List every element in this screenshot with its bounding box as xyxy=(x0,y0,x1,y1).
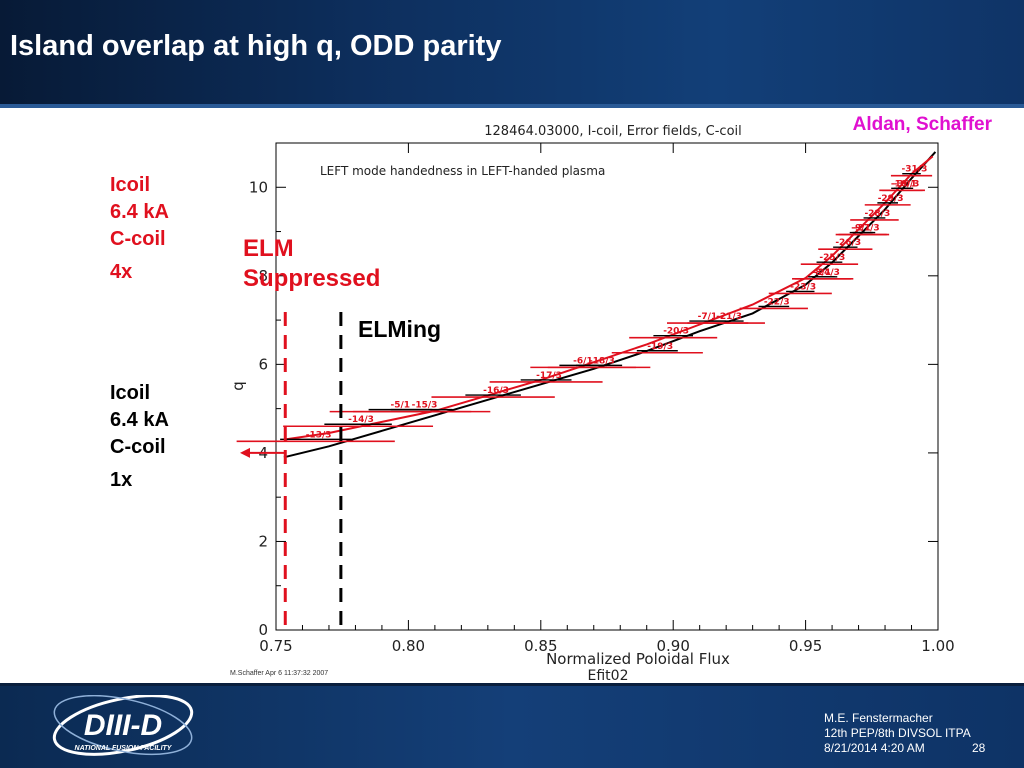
footer-info: M.E. Fenstermacher 12th PEP/8th DIVSOL I… xyxy=(824,711,971,756)
elm-suppressed-label: ELM Suppressed xyxy=(243,234,380,294)
page-number: 28 xyxy=(972,741,986,755)
coil-4x-line-4: 4x xyxy=(110,261,133,283)
y-axis-label: q xyxy=(229,381,247,391)
island-label-19: -27/3 xyxy=(854,224,880,234)
x-tick-label-5: 1.00 xyxy=(921,637,954,655)
y-tick-label-5: 10 xyxy=(249,178,268,196)
island-label-13: -23/3 xyxy=(790,282,816,292)
title-bar-edge xyxy=(0,104,1024,108)
x-axis-label: Normalized Poloidal Flux xyxy=(546,650,730,668)
logo-sub-text: NATIONAL FUSION FACILITY xyxy=(75,745,173,752)
island-label-23: -30/3 xyxy=(894,179,920,189)
markers-layer xyxy=(240,312,343,630)
island-label-11: -21/3 xyxy=(716,312,742,322)
slide-title: Island overlap at high q, ODD parity xyxy=(10,30,502,62)
coil-1x-label: Icoil 6.4 kA C-coil 1x xyxy=(110,380,169,494)
island-label-2: -5/1 xyxy=(390,401,410,411)
elm-suppressed-line-2: Suppressed xyxy=(243,265,381,292)
chart-subtitle: LEFT mode handedness in LEFT-handed plas… xyxy=(320,164,605,178)
coil-4x-line-1: Icoil xyxy=(110,174,151,196)
x-axis-label-2: Efit02 xyxy=(588,668,629,684)
island-label-24: -31/3 xyxy=(902,165,928,175)
coil-1x-line-4: 1x xyxy=(110,469,133,491)
islands-layer: -13/3 -14/3 -5/1 -15/3 -16/3 -17/3 -6/1-18/3 -1… xyxy=(236,165,933,443)
coil-1x-line-1: Icoil xyxy=(110,382,151,404)
island-label-6: -6/1 xyxy=(573,356,593,366)
y-tick-label-1: 2 xyxy=(258,532,268,550)
plot-frame xyxy=(275,142,939,631)
x-tick-label-0: 0.75 xyxy=(259,637,292,655)
island-label-8: -19/3 xyxy=(647,342,673,352)
island-label-16: -25/3 xyxy=(819,253,845,263)
q-arrow-head-icon xyxy=(240,447,250,458)
island-label-9: -20/3 xyxy=(663,327,689,337)
footer-date: 8/21/2014 4:20 AM xyxy=(824,741,925,755)
series-line-0 xyxy=(283,151,937,459)
series-line-1 xyxy=(283,155,934,441)
y-tick-label-3: 6 xyxy=(258,355,268,373)
island-label-7: -18/3 xyxy=(589,356,615,366)
island-label-18: -9/1 xyxy=(851,224,871,234)
footer-author: M.E. Fenstermacher xyxy=(824,711,933,725)
coil-4x-label: Icoil 6.4 kA C-coil 4x xyxy=(110,172,169,286)
island-label-15: -24/3 xyxy=(814,268,840,278)
coil-4x-line-2: 6.4 kA xyxy=(110,201,169,223)
island-label-21: -29/3 xyxy=(878,194,904,204)
author-credit: Aldan, Schaffer xyxy=(852,114,992,135)
footer-bar: DIII-D NATIONAL FUSION FACILITY M.E. Fen… xyxy=(0,683,1024,768)
coil-1x-line-3: C-coil xyxy=(110,436,166,458)
series-layer xyxy=(283,151,937,459)
elm-suppressed-line-1: ELM xyxy=(243,235,294,262)
footer-edge xyxy=(0,683,1024,686)
chart-title: 128464.03000, I-coil, Error fields, C-co… xyxy=(484,124,742,139)
elming-label: ELMing xyxy=(358,316,442,342)
x-tick-label-2: 0.85 xyxy=(524,637,557,655)
diii-d-logo-icon: DIII-D NATIONAL FUSION FACILITY xyxy=(52,695,194,756)
coil-4x-line-3: C-coil xyxy=(110,228,166,250)
island-label-12: -22/3 xyxy=(764,297,790,307)
x-tick-label-1: 0.80 xyxy=(392,637,425,655)
island-label-20: -28/3 xyxy=(864,209,890,219)
island-label-10: -7/1 xyxy=(698,312,718,322)
coil-1x-line-2: 6.4 kA xyxy=(110,409,169,431)
y-tick-label-0: 0 xyxy=(258,621,268,639)
logo-main-text: DIII-D xyxy=(84,709,162,742)
island-label-1: -14/3 xyxy=(348,415,374,425)
footer-meeting: 12th PEP/8th DIVSOL ITPA xyxy=(824,726,971,740)
title-bar: Island overlap at high q, ODD parity xyxy=(0,0,1024,108)
plot-timestamp: M.Schaffer Apr 6 11:37:32 2007 xyxy=(230,670,329,677)
island-label-0: -13/3 xyxy=(306,430,332,440)
x-tick-label-3: 0.90 xyxy=(656,637,689,655)
island-label-4: -16/3 xyxy=(483,386,509,396)
x-tick-label-4: 0.95 xyxy=(789,637,822,655)
y-tick-label-4: 8 xyxy=(258,267,268,285)
island-label-17: -26/3 xyxy=(835,238,861,248)
island-label-14: -8/1 xyxy=(811,268,831,278)
island-label-5: -17/3 xyxy=(536,371,562,381)
island-label-22: -10/1 xyxy=(891,179,917,189)
island-label-3: -15/3 xyxy=(412,401,438,411)
